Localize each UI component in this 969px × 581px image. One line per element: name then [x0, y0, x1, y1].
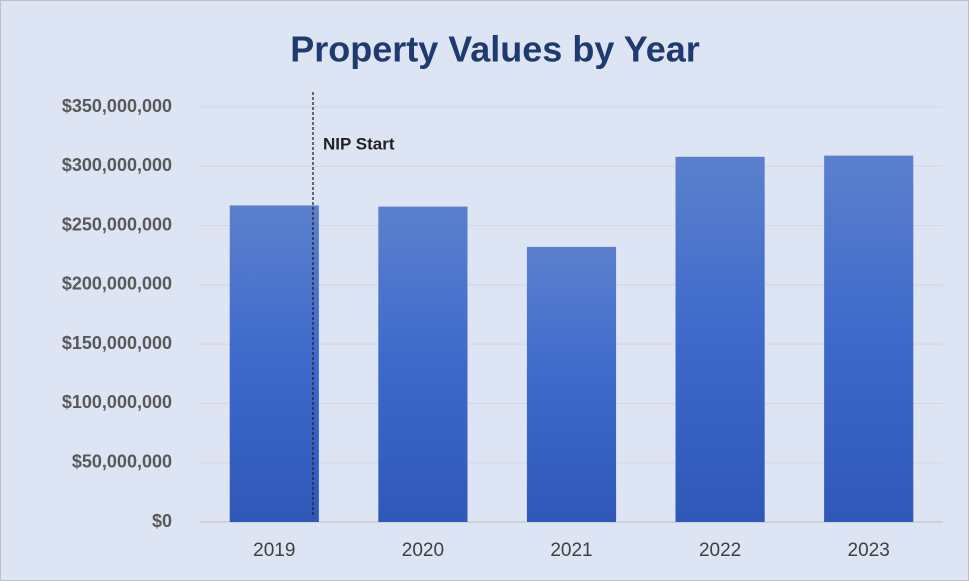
- x-tick-label: 2019: [253, 540, 295, 561]
- bar: [824, 155, 914, 522]
- y-tick-label: $350,000,000: [62, 96, 172, 116]
- y-tick-label: $100,000,000: [62, 392, 172, 412]
- y-tick-label: $150,000,000: [62, 333, 172, 353]
- bar: [675, 156, 765, 523]
- y-tick-label: $0: [152, 511, 172, 531]
- annotation-label: NIP Start: [323, 134, 395, 153]
- bar: [526, 246, 617, 522]
- y-tick-label: $200,000,000: [62, 274, 172, 294]
- x-tick-label: 2023: [848, 540, 890, 561]
- x-tick-label: 2020: [402, 540, 444, 561]
- y-tick-label: $300,000,000: [62, 155, 172, 175]
- bar: [378, 206, 468, 522]
- x-tick-label: 2021: [550, 540, 592, 561]
- y-tick-label: $50,000,000: [72, 451, 172, 471]
- y-tick-label: $250,000,000: [62, 214, 172, 234]
- bar: [229, 205, 319, 522]
- chart-title: Property Values by Year: [290, 29, 700, 70]
- x-tick-label: 2022: [699, 540, 741, 561]
